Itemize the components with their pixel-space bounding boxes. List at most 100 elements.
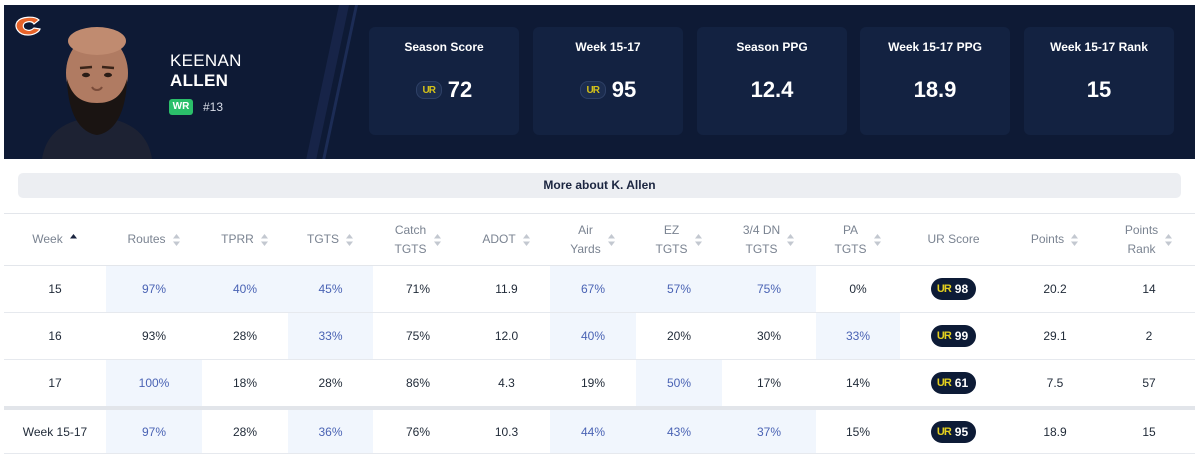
table-cell: UR 61 bbox=[900, 359, 1007, 409]
table-cell: 40% bbox=[202, 265, 288, 313]
table-cell: 14 bbox=[1103, 265, 1195, 313]
sort-icon[interactable] bbox=[1070, 233, 1079, 247]
sort-icon[interactable] bbox=[1164, 233, 1173, 247]
stat-value-group: 18.9 bbox=[860, 77, 1010, 103]
table-cell: 97% bbox=[106, 406, 202, 454]
column-header-label: TGTS bbox=[307, 232, 339, 246]
stat-card: Week 15-17 UR 95 bbox=[533, 27, 683, 135]
table-cell: 76% bbox=[373, 406, 463, 454]
column-header-label: Air Yards bbox=[570, 222, 601, 256]
column-header[interactable]: Points Rank bbox=[1103, 214, 1195, 266]
player-last-name: ALLEN bbox=[170, 71, 229, 90]
table-cell: 44% bbox=[550, 406, 636, 454]
stat-value-group: 15 bbox=[1024, 77, 1174, 103]
table-cell: 18.9 bbox=[1007, 406, 1103, 454]
more-about-player-button[interactable]: More about K. Allen bbox=[18, 173, 1181, 198]
table-cell: 20% bbox=[636, 312, 722, 360]
column-header-label: Routes bbox=[127, 232, 166, 246]
sort-icon[interactable] bbox=[522, 233, 531, 247]
table-cell: 86% bbox=[373, 359, 463, 409]
bears-c-logo-icon bbox=[15, 16, 41, 36]
table-cell: 17% bbox=[722, 359, 816, 409]
sort-icon[interactable] bbox=[873, 233, 882, 247]
player-first-name: KEENAN bbox=[170, 51, 242, 70]
sort-icon[interactable] bbox=[260, 233, 269, 247]
column-header-label: TPRR bbox=[221, 232, 254, 246]
table-cell: 28% bbox=[202, 406, 288, 454]
table-cell: 10.3 bbox=[463, 406, 550, 454]
column-header[interactable]: PA TGTS bbox=[816, 214, 900, 266]
table-cell: 67% bbox=[550, 265, 636, 313]
column-header[interactable]: EZ TGTS bbox=[636, 214, 722, 266]
sort-icon[interactable] bbox=[607, 233, 616, 247]
column-header-label: PA TGTS bbox=[834, 222, 867, 256]
table-cell: 33% bbox=[288, 312, 373, 360]
column-header[interactable]: Points bbox=[1007, 214, 1103, 266]
sort-icon[interactable] bbox=[345, 233, 354, 247]
table-cell: 4.3 bbox=[463, 359, 550, 409]
table-cell: 33% bbox=[816, 312, 900, 360]
table-row: 16 93% 28% 33% 75% 12.0 40% 20% 30% 33% UR 99 29.1 2 bbox=[4, 312, 1195, 360]
table-cell: 12.0 bbox=[463, 312, 550, 360]
table-cell: Week 15-17 bbox=[4, 406, 106, 454]
ur-score-pill: UR 98 bbox=[930, 278, 977, 300]
column-header[interactable]: 3/4 DN TGTS bbox=[722, 214, 816, 266]
column-header[interactable]: UR Score bbox=[900, 214, 1007, 266]
table-cell: 29.1 bbox=[1007, 312, 1103, 360]
column-header[interactable]: Catch TGTS bbox=[373, 214, 463, 266]
table-header-row: Week Routes TPRR TGTS Catch TGTS ADOT Air Yards E… bbox=[4, 214, 1195, 266]
column-header[interactable]: TPRR bbox=[202, 214, 288, 266]
stat-label: Week 15-17 Rank bbox=[1050, 40, 1148, 54]
table-row: 17 100% 18% 28% 86% 4.3 19% 50% 17% 14% UR 61 7.5 57 bbox=[4, 359, 1195, 409]
table-body: 15 97% 40% 45% 71% 11.9 67% 57% 75% 0% UR 98 20.2 14 1… bbox=[4, 265, 1195, 454]
stat-value: 12.4 bbox=[750, 77, 794, 102]
sort-icon[interactable] bbox=[172, 233, 181, 247]
sort-icon[interactable] bbox=[694, 233, 703, 247]
jersey-number: #13 bbox=[203, 100, 224, 114]
stat-label: Week 15-17 PPG bbox=[888, 40, 982, 54]
column-header[interactable]: TGTS bbox=[288, 214, 373, 266]
column-header-label: Points Rank bbox=[1124, 222, 1159, 256]
table-cell: UR 99 bbox=[900, 312, 1007, 360]
weekly-stats-table: Week Routes TPRR TGTS Catch TGTS ADOT Air Yards E… bbox=[4, 214, 1195, 454]
table-cell: 16 bbox=[4, 312, 106, 360]
ur-score-pill: UR 99 bbox=[930, 325, 977, 347]
ur-logo-icon: UR bbox=[936, 377, 952, 389]
column-header-label: Points bbox=[1030, 232, 1065, 246]
player-headshot bbox=[42, 27, 152, 159]
table-cell: 45% bbox=[288, 265, 373, 313]
player-header: KEENAN ALLEN WR #13 Season Score UR 72 Week… bbox=[4, 5, 1195, 159]
stat-value: 95 bbox=[611, 77, 637, 102]
ur-score-pill: UR 61 bbox=[930, 372, 977, 394]
column-header[interactable]: Routes bbox=[106, 214, 202, 266]
table-cell: 75% bbox=[373, 312, 463, 360]
ur-logo-icon: UR bbox=[936, 425, 952, 438]
sort-icon[interactable] bbox=[786, 233, 795, 247]
table-cell: 50% bbox=[636, 359, 722, 409]
table-cell: 36% bbox=[288, 406, 373, 454]
sort-ascending-icon[interactable] bbox=[69, 233, 78, 247]
column-header-label: EZ TGTS bbox=[655, 222, 688, 256]
stat-card: Season PPG 12.4 bbox=[697, 27, 847, 135]
table-cell: 28% bbox=[288, 359, 373, 409]
table-cell: 97% bbox=[106, 265, 202, 313]
table-cell: 15 bbox=[1103, 406, 1195, 454]
stat-value: 15 bbox=[1086, 77, 1112, 102]
stat-value: 72 bbox=[447, 77, 473, 102]
table-cell: 19% bbox=[550, 359, 636, 409]
table-cell: 15% bbox=[816, 406, 900, 454]
sort-icon[interactable] bbox=[433, 233, 442, 247]
column-header-label: Catch TGTS bbox=[394, 222, 427, 256]
stat-value-group: UR 72 bbox=[369, 77, 519, 103]
table-cell: 57 bbox=[1103, 359, 1195, 409]
section-divider bbox=[4, 213, 1195, 214]
column-header[interactable]: Week bbox=[4, 214, 106, 266]
column-header[interactable]: Air Yards bbox=[550, 214, 636, 266]
ur-logo-icon: UR bbox=[936, 283, 952, 295]
stat-card: Week 15-17 PPG 18.9 bbox=[860, 27, 1010, 135]
table-row: 15 97% 40% 45% 71% 11.9 67% 57% 75% 0% UR 98 20.2 14 bbox=[4, 265, 1195, 313]
column-header[interactable]: ADOT bbox=[463, 214, 550, 266]
table-cell: 93% bbox=[106, 312, 202, 360]
table-cell: 14% bbox=[816, 359, 900, 409]
column-header-label: ADOT bbox=[482, 232, 516, 246]
